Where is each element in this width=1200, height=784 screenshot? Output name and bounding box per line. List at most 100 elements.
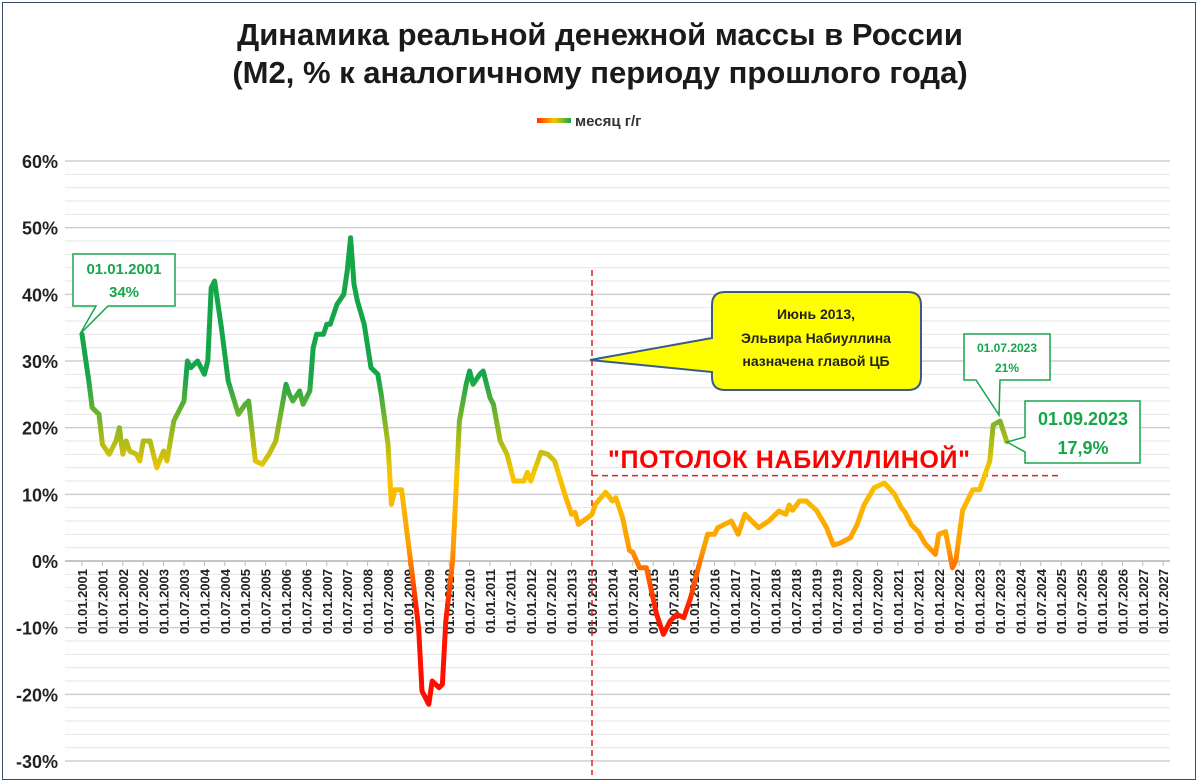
data-point bbox=[236, 412, 240, 416]
x-tick-label: 01.07.2018 bbox=[789, 569, 804, 634]
data-point bbox=[379, 392, 383, 396]
data-point bbox=[593, 502, 597, 506]
x-tick-label: 01.07.2023 bbox=[993, 569, 1008, 634]
data-point bbox=[410, 569, 414, 573]
callout-start: 01.01.2001 34% bbox=[72, 253, 176, 335]
y-tick-label: -10% bbox=[16, 619, 58, 639]
data-point bbox=[529, 479, 533, 483]
x-tick-label: 01.07.2010 bbox=[463, 569, 478, 634]
legend-swatch bbox=[537, 118, 571, 123]
x-tick-label: 01.07.2026 bbox=[1115, 569, 1130, 634]
data-point bbox=[165, 459, 169, 463]
x-tick-label: 01.01.2011 bbox=[483, 569, 498, 633]
x-tick-label: 01.07.2019 bbox=[830, 569, 845, 634]
data-point bbox=[226, 379, 230, 383]
data-point bbox=[389, 502, 393, 506]
x-tick-label: 01.01.2001 bbox=[75, 569, 90, 634]
x-tick-label: 01.01.2021 bbox=[891, 569, 906, 634]
annotations bbox=[591, 270, 1058, 775]
data-point bbox=[468, 369, 472, 373]
data-point bbox=[209, 286, 213, 290]
callout-start-date: 01.01.2001 bbox=[86, 261, 161, 278]
data-point bbox=[87, 379, 91, 383]
data-point bbox=[777, 509, 781, 513]
data-point bbox=[417, 626, 421, 630]
x-tick-label: 01.01.2023 bbox=[973, 569, 988, 634]
data-point bbox=[791, 508, 795, 512]
data-point bbox=[134, 452, 138, 456]
data-point bbox=[128, 449, 132, 453]
data-point bbox=[427, 702, 431, 706]
x-tick-label: 01.01.2017 bbox=[728, 569, 743, 634]
data-point bbox=[464, 382, 468, 386]
data-point bbox=[971, 488, 975, 492]
data-point bbox=[243, 402, 247, 406]
x-tick-label: 01.01.2012 bbox=[524, 569, 539, 634]
data-point bbox=[121, 452, 125, 456]
x-tick-label: 01.01.2005 bbox=[238, 569, 253, 634]
y-tick-label: 40% bbox=[22, 285, 58, 305]
data-point bbox=[512, 479, 516, 483]
x-tick-label: 01.07.2002 bbox=[136, 569, 151, 634]
data-point bbox=[117, 426, 121, 430]
x-tick-label: 01.01.2022 bbox=[932, 569, 947, 634]
data-point bbox=[253, 459, 257, 463]
data-point bbox=[321, 332, 325, 336]
data-point bbox=[590, 512, 594, 516]
data-point bbox=[196, 359, 200, 363]
data-point bbox=[937, 532, 941, 536]
data-point bbox=[420, 689, 424, 693]
data-point bbox=[610, 499, 614, 503]
data-point bbox=[124, 439, 128, 443]
data-point bbox=[298, 389, 302, 393]
data-point bbox=[457, 419, 461, 423]
data-point bbox=[944, 530, 948, 534]
data-point bbox=[716, 526, 720, 530]
data-point bbox=[532, 469, 536, 473]
y-tick-label: -20% bbox=[16, 685, 58, 705]
data-point bbox=[661, 632, 665, 636]
data-point bbox=[655, 612, 659, 616]
x-tick-label: 01.07.2014 bbox=[626, 568, 641, 634]
x-tick-label: 01.01.2006 bbox=[279, 569, 294, 634]
data-point bbox=[352, 282, 356, 286]
data-point bbox=[767, 519, 771, 523]
data-point bbox=[668, 619, 672, 623]
data-point bbox=[148, 439, 152, 443]
data-point bbox=[386, 442, 390, 446]
data-point bbox=[522, 479, 526, 483]
data-point bbox=[991, 423, 995, 427]
data-point bbox=[315, 332, 319, 336]
x-tick-label: 01.01.2003 bbox=[157, 569, 172, 634]
data-point bbox=[287, 392, 291, 396]
data-point bbox=[862, 503, 866, 507]
data-point bbox=[189, 366, 193, 370]
data-point bbox=[784, 512, 788, 516]
data-point bbox=[723, 522, 727, 526]
x-tick-label: 01.01.2014 bbox=[605, 568, 620, 634]
data-point bbox=[444, 619, 448, 623]
data-point bbox=[393, 488, 397, 492]
x-tick-label: 01.07.2005 bbox=[259, 569, 274, 634]
x-tick-label: 01.07.2016 bbox=[707, 569, 722, 634]
x-tick-label: 01.07.2007 bbox=[340, 569, 355, 634]
data-point bbox=[638, 566, 642, 570]
x-tick-label: 01.01.2026 bbox=[1095, 569, 1110, 634]
x-tick-label: 01.07.2027 bbox=[1156, 569, 1171, 634]
callout-last-value: 17,9% bbox=[1057, 438, 1108, 458]
data-point bbox=[872, 486, 876, 490]
x-tick-label: 01.07.2001 bbox=[95, 569, 110, 634]
y-tick-label: 50% bbox=[22, 219, 58, 239]
data-point bbox=[349, 236, 353, 240]
data-point bbox=[546, 452, 550, 456]
data-point bbox=[838, 541, 842, 545]
callout-nabiullina: Июнь 2013, Эльвира Набиуллина назначена … bbox=[589, 291, 922, 391]
x-tick-label: 01.07.2017 bbox=[748, 569, 763, 634]
x-tick-label: 01.01.2002 bbox=[116, 569, 131, 634]
x-tick-label: 01.01.2025 bbox=[1054, 569, 1069, 634]
x-tick-label: 01.07.2006 bbox=[299, 569, 314, 634]
data-point bbox=[923, 542, 927, 546]
data-point bbox=[471, 382, 475, 386]
data-point bbox=[325, 322, 329, 326]
